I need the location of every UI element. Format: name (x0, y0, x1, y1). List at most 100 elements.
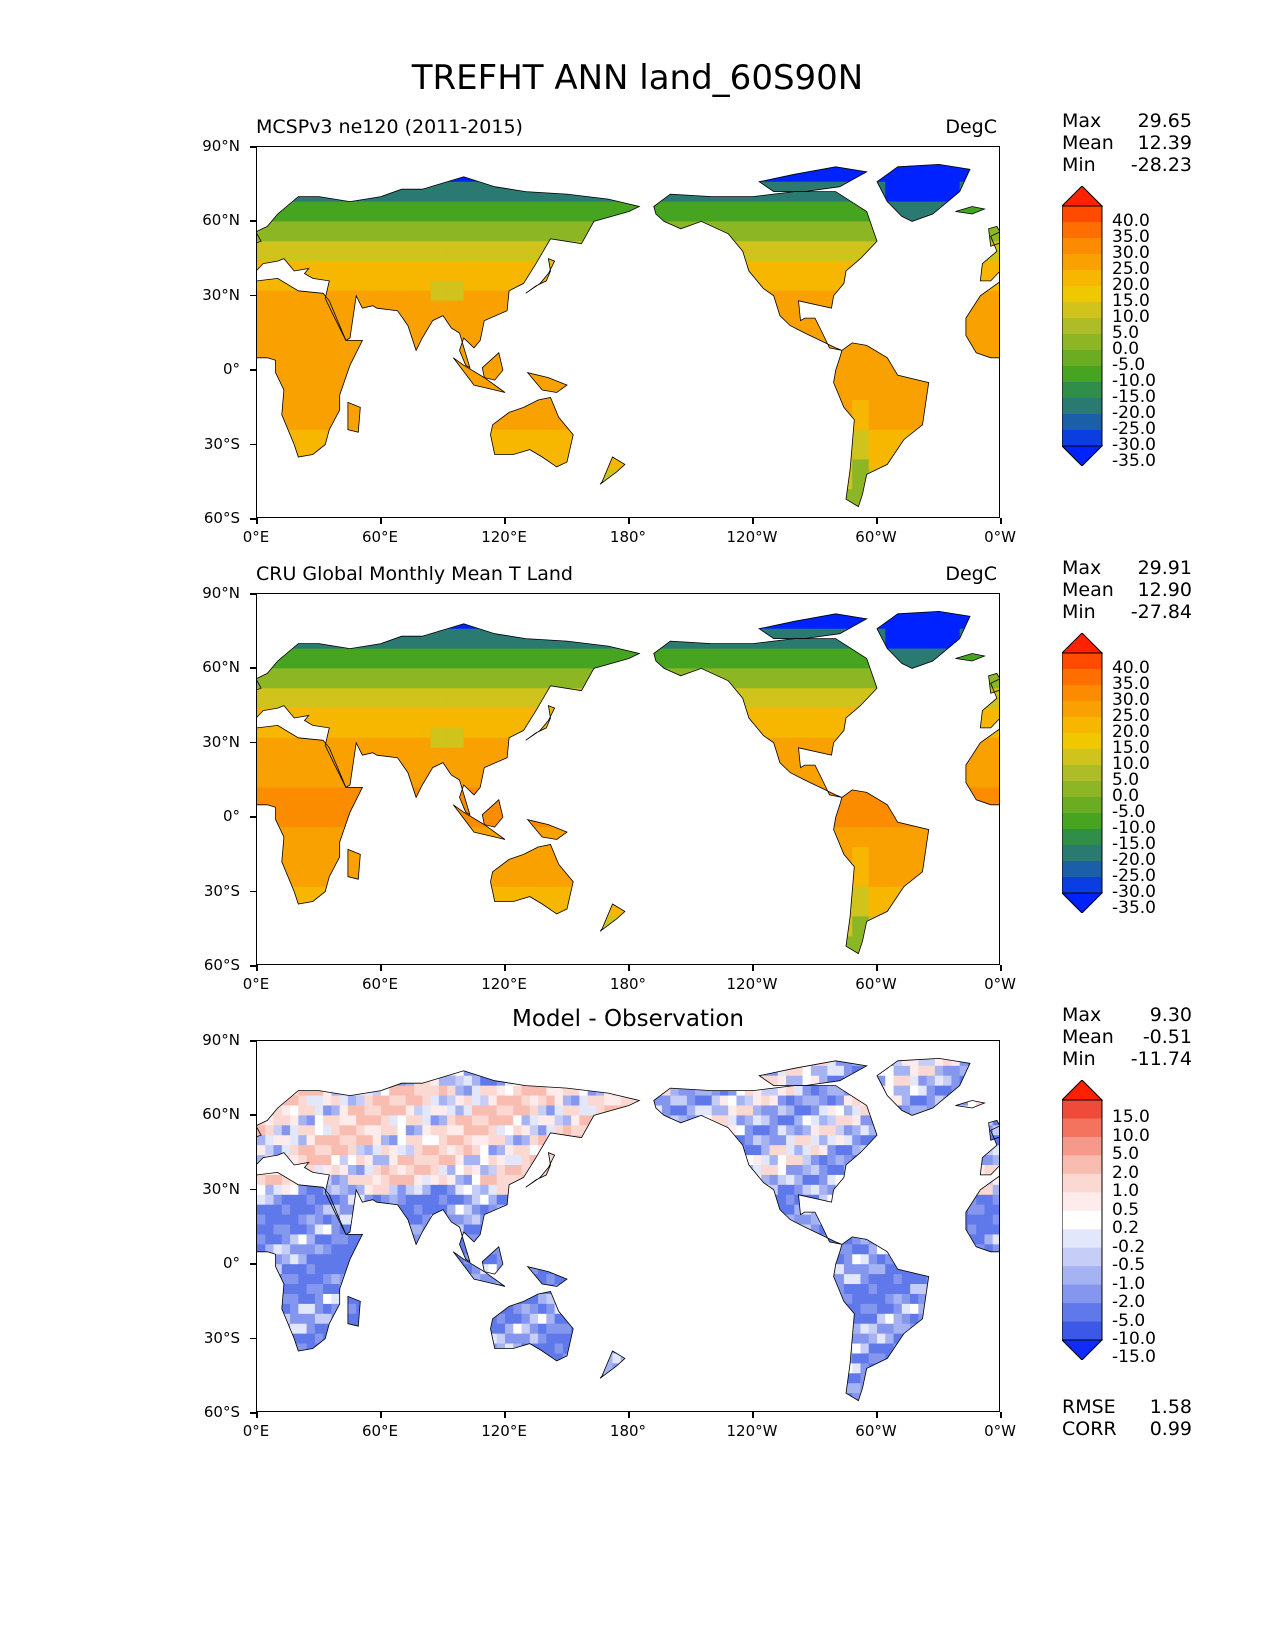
colorbar-swatch (1062, 669, 1102, 686)
colorbar-swatch (1062, 1321, 1102, 1341)
y-tick-label: 90°N (202, 137, 240, 155)
colorbar-tick-label: 0.5 (1112, 1199, 1140, 1220)
colorbar-tick-label: 30.0 (1112, 690, 1150, 710)
x-tick-mark (752, 1412, 754, 1418)
y-tick-label: 0° (222, 807, 240, 826)
stat-label: Max (1062, 110, 1102, 132)
map-plot (256, 1040, 1000, 1412)
stat-value: 12.39 (1137, 132, 1192, 154)
y-tick-mark (250, 1263, 256, 1265)
panel-title: MCSPv3 ne120 (2011-2015) (256, 116, 523, 138)
x-tick-mark (752, 965, 754, 971)
colorbar-tick-label: -15.0 (1112, 1347, 1156, 1368)
stat-label: Mean (1062, 1026, 1114, 1048)
colorbar-tick-label: 10.0 (1112, 307, 1150, 327)
stat-value: -27.84 (1130, 601, 1192, 623)
colorbar-svg (1060, 185, 1104, 467)
colorbar-swatch (1062, 270, 1102, 287)
colorbar-tick-label: -10.0 (1112, 371, 1156, 391)
stat-row: Mean -0.51 (1062, 1026, 1192, 1048)
colorbar-tick-label: -5.0 (1112, 802, 1146, 822)
x-tick-mark (876, 518, 878, 524)
colorbar-swatch (1062, 350, 1102, 367)
colorbar-tick-label: 10.0 (1112, 1125, 1150, 1146)
y-tick-label: 30°N (202, 732, 240, 751)
x-tick-label: 120°W (726, 1422, 778, 1440)
y-tick-mark (250, 965, 256, 967)
colorbar-svg (1060, 1079, 1104, 1361)
stat-label: Max (1062, 1004, 1102, 1026)
stat-row: Min -28.23 (1062, 154, 1192, 176)
x-tick-mark (752, 518, 754, 524)
y-tick-mark (250, 443, 256, 446)
colorbar-swatch (1062, 797, 1102, 814)
stat-value: 12.90 (1137, 579, 1192, 601)
colorbar-swatch (1062, 286, 1102, 303)
colorbar-tick-label: 5.0 (1112, 323, 1140, 343)
colorbar-swatch (1062, 222, 1102, 239)
stat-label: Min (1062, 601, 1096, 623)
x-tick-label: 60°W (855, 528, 897, 546)
colorbar-swatch (1062, 1266, 1102, 1286)
colorbar-extend-max (1060, 632, 1104, 654)
stat-row: Max 9.30 (1062, 1004, 1192, 1026)
colorbar-swatch (1062, 1210, 1102, 1230)
y-tick-label: 0° (222, 360, 240, 379)
y-tick-mark (250, 146, 256, 148)
y-tick-label: 90°N (202, 584, 240, 602)
x-tick-mark (628, 518, 630, 524)
colorbar-swatch (1062, 685, 1102, 702)
panel-stats: Max 29.65 Mean 12.39 Min -28.23 (1062, 110, 1192, 176)
stat-value: -28.23 (1130, 154, 1192, 176)
y-tick-label: 0° (222, 1254, 240, 1273)
x-tick-mark (380, 965, 382, 971)
colorbar-swatch (1062, 302, 1102, 319)
colorbar-tick-label: 15.0 (1112, 738, 1150, 758)
y-tick-mark (250, 294, 256, 297)
colorbar-tick-label: 25.0 (1112, 259, 1150, 279)
panel-stats: Max 9.30 Mean -0.51 Min -11.74 (1062, 1004, 1192, 1070)
colorbar-tick-label: 0.2 (1112, 1218, 1140, 1239)
y-tick-mark (250, 1337, 256, 1340)
colorbar-swatch (1062, 1173, 1102, 1193)
colorbar-tick-label: -15.0 (1112, 387, 1156, 407)
x-tick-label: 60°W (855, 975, 897, 993)
colorbar-tick-label: -25.0 (1112, 419, 1156, 439)
x-tick-label: 120°W (726, 975, 778, 993)
colorbar-swatch (1062, 206, 1102, 223)
map-plot (256, 146, 1000, 518)
colorbar-swatch (1062, 318, 1102, 335)
colorbar-swatch (1062, 398, 1102, 415)
y-tick-label: 60°N (202, 658, 240, 677)
colorbar-extend-max (1060, 185, 1104, 207)
x-tick-label: 0°W (984, 975, 1016, 993)
colorbar-tick-label: -25.0 (1112, 866, 1156, 886)
x-tick-mark (1000, 965, 1002, 971)
colorbar-tick-label: 40.0 (1112, 211, 1150, 231)
colorbar-swatch (1062, 334, 1102, 351)
stat-row: Max 29.91 (1062, 557, 1192, 579)
colorbar-swatch (1062, 733, 1102, 750)
colorbar-swatch (1062, 861, 1102, 878)
x-tick-mark (504, 1412, 506, 1418)
stat-value: -0.51 (1142, 1026, 1192, 1048)
stat-label: Mean (1062, 132, 1114, 154)
colorbar-swatch (1062, 717, 1102, 734)
y-tick-label: 90°N (202, 1031, 240, 1049)
y-tick-label: 30°S (203, 881, 240, 900)
map-plot (256, 593, 1000, 965)
x-tick-mark (876, 965, 878, 971)
y-tick-label: 60°S (203, 956, 240, 974)
x-tick-mark (256, 518, 258, 524)
colorbar-svg (1060, 632, 1104, 914)
colorbar-swatch (1062, 238, 1102, 255)
x-tick-label: 120°E (481, 1422, 527, 1440)
x-tick-mark (256, 965, 258, 971)
colorbar-swatch (1062, 382, 1102, 399)
x-tick-mark (380, 518, 382, 524)
colorbar-tick-label: -10.0 (1112, 818, 1156, 838)
colorbar-extend-min (1060, 1339, 1104, 1361)
y-tick-mark (250, 1188, 256, 1191)
colorbar-swatch (1062, 749, 1102, 766)
stat-row: Min -11.74 (1062, 1048, 1192, 1070)
